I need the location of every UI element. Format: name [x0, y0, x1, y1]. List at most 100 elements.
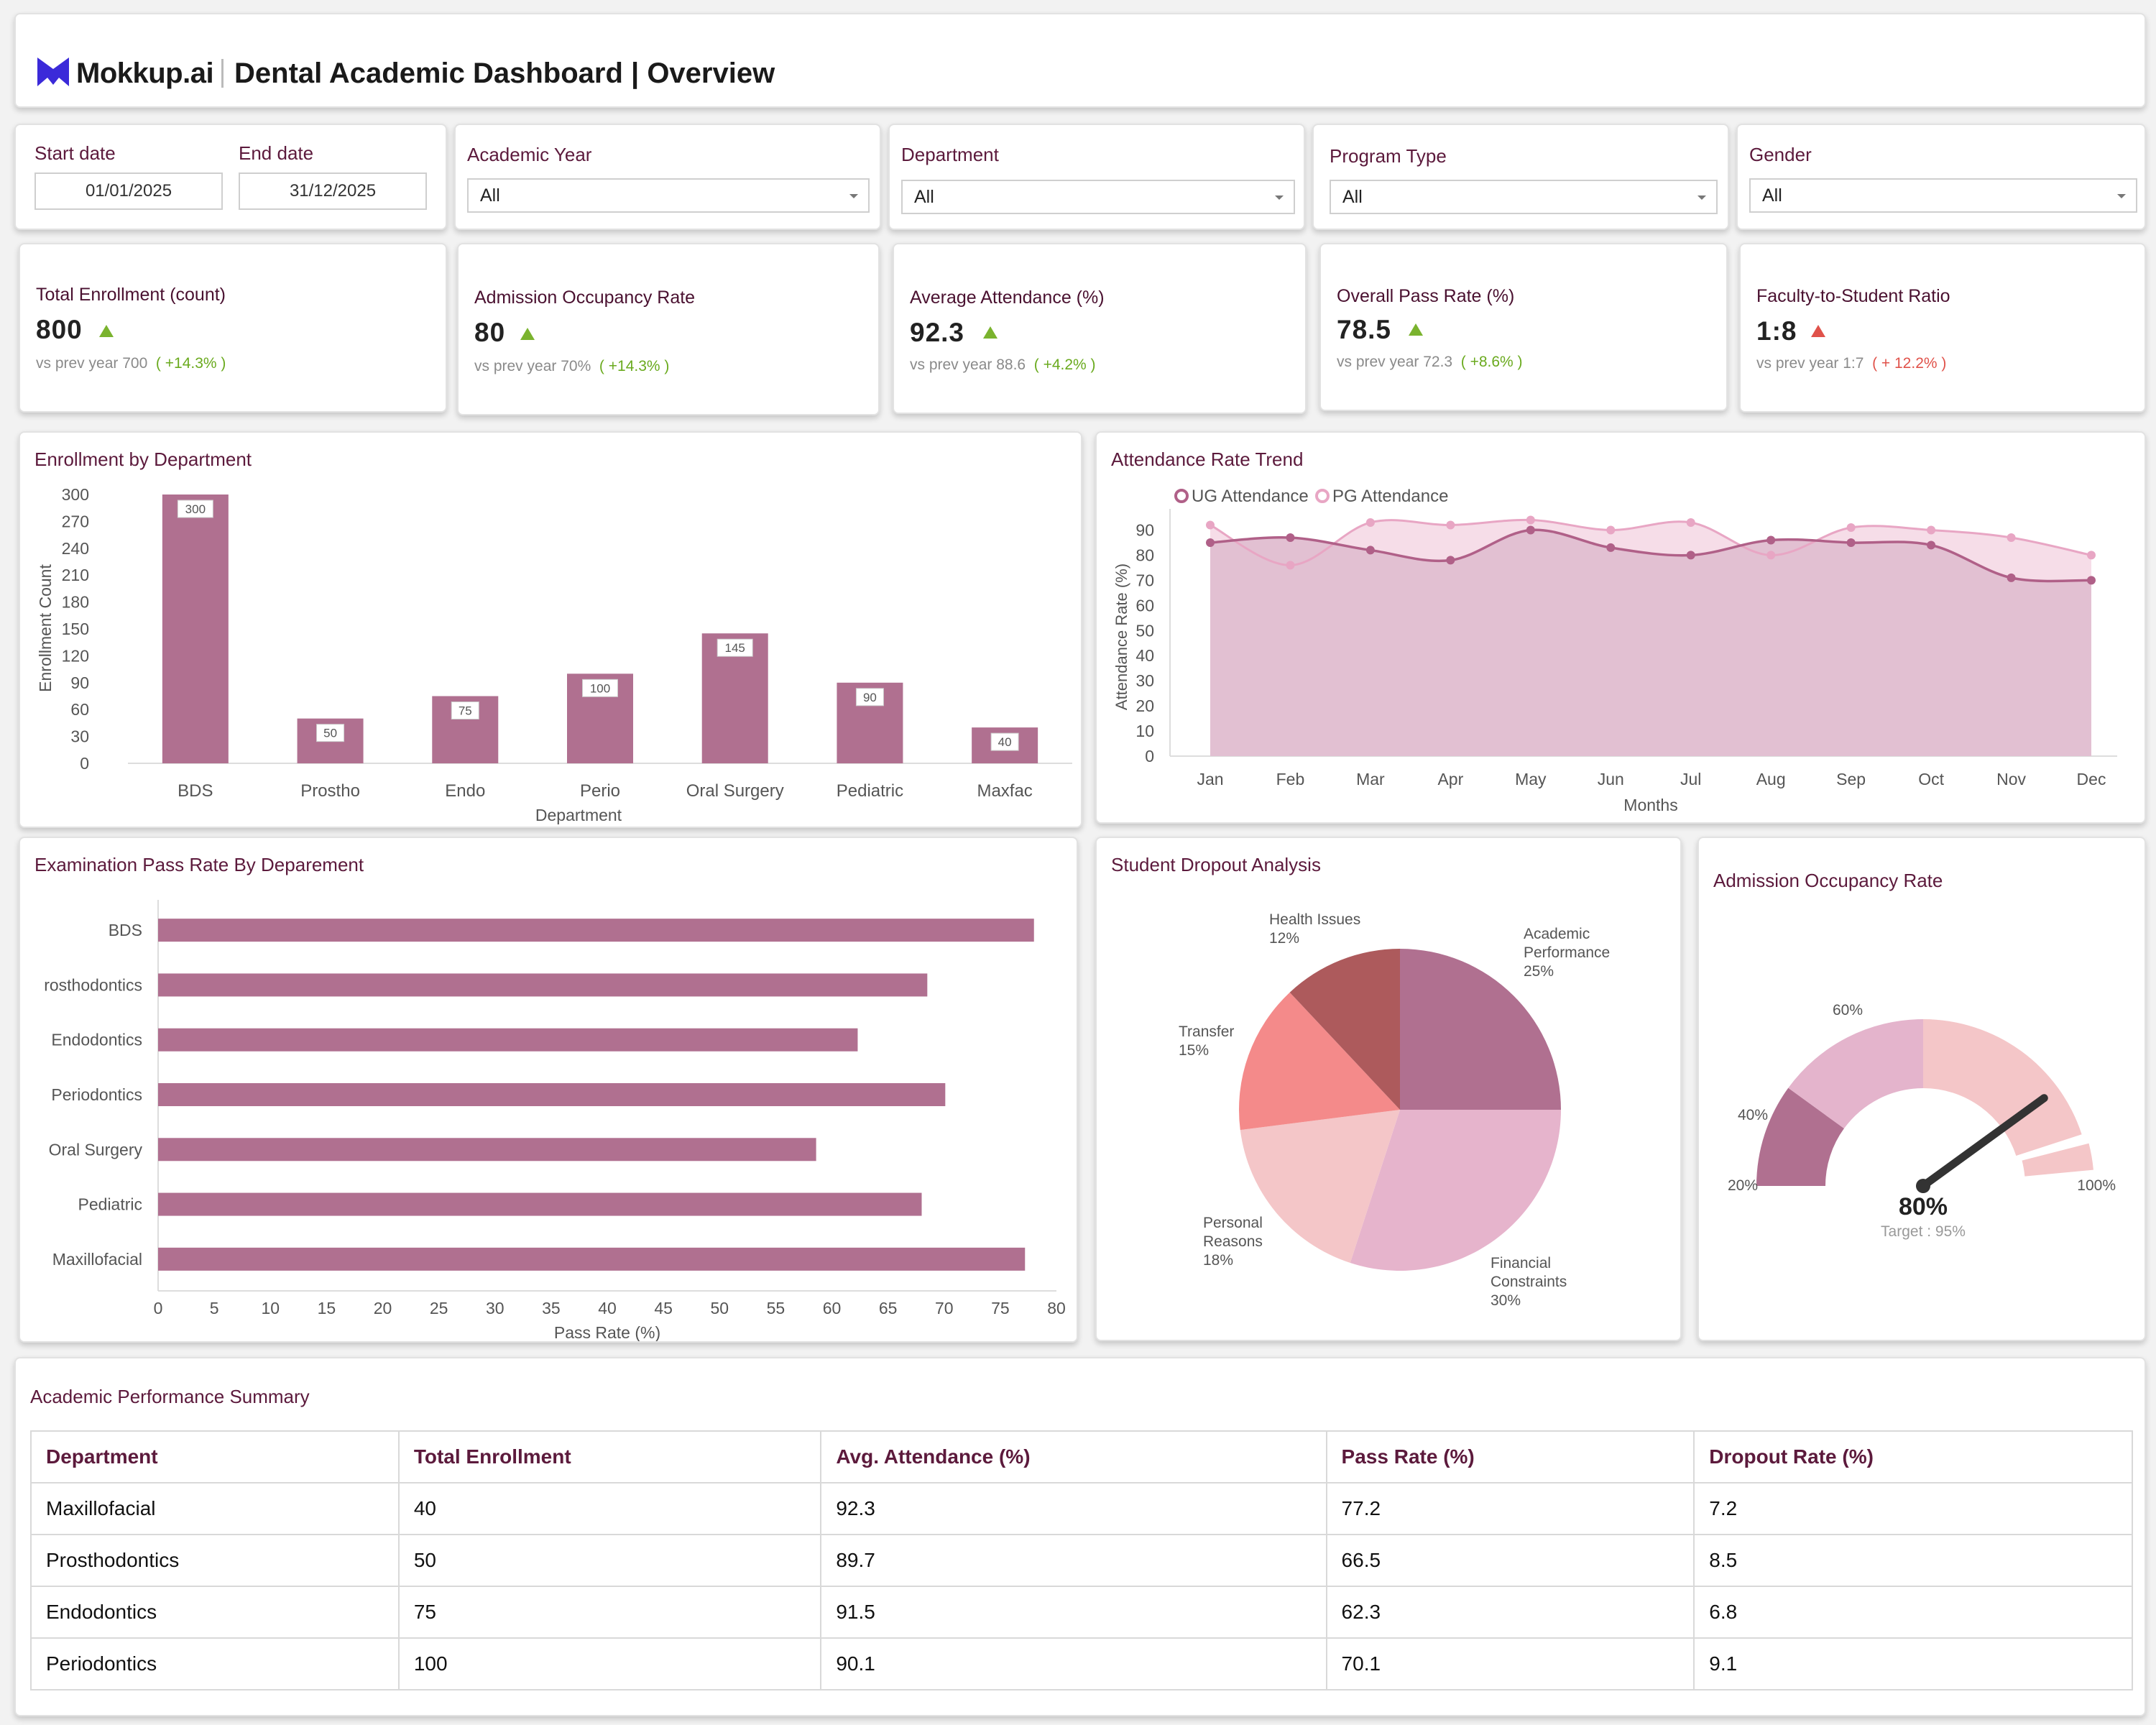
- kpi-prev: vs prev year 70%: [474, 358, 591, 374]
- pg-data-point: [1206, 520, 1215, 530]
- academic-year-label: Academic Year: [467, 144, 592, 165]
- kpi-total-enrollment: Total Enrollment (count) 800 vs prev yea…: [19, 243, 447, 413]
- x-tick-label: BDS: [178, 781, 213, 801]
- chart-title: Attendance Rate Trend: [1111, 448, 1304, 470]
- trend-up-icon: [983, 326, 998, 339]
- kpi-change: ( +8.6% ): [1460, 354, 1523, 370]
- gauge-tick-label: 20%: [1728, 1177, 1758, 1194]
- table-cell: 70.1: [1325, 1637, 1695, 1690]
- department-select[interactable]: All: [901, 180, 1295, 214]
- y-tick-label: 210: [62, 566, 89, 584]
- start-date-input[interactable]: 01/01/2025: [34, 172, 223, 210]
- data-label-bg: [177, 500, 213, 518]
- kpi-change: ( +14.3% ): [599, 358, 670, 374]
- kpi-change: ( + 12.2% ): [1872, 355, 1947, 372]
- y-tick-label: 120: [62, 646, 89, 665]
- gauge-needle: [1919, 1094, 2048, 1190]
- x-tick-label: Feb: [1276, 770, 1305, 788]
- slice-percent-label: 18%: [1203, 1252, 1233, 1269]
- slice-label: Constraints: [1491, 1274, 1567, 1290]
- table-cell: 92.3: [820, 1482, 1327, 1535]
- x-tick-label: Oral Surgery: [686, 781, 784, 801]
- program-type-select[interactable]: All: [1330, 180, 1718, 214]
- kpi-comparison: vs prev year 700 ( +14.3% ): [36, 355, 226, 372]
- gender-select[interactable]: All: [1749, 178, 2137, 213]
- x-tick-label: Jun: [1598, 770, 1624, 788]
- data-label-bg: [451, 702, 479, 719]
- table-cell: Endodontics: [30, 1586, 400, 1639]
- column-header[interactable]: Avg. Attendance (%): [820, 1430, 1327, 1484]
- legend-label-ug: UG Attendance: [1192, 487, 1309, 506]
- summary-table: Department Total Enrollment Avg. Attenda…: [30, 1430, 2133, 1690]
- y-tick-label: Endodontics: [51, 1031, 142, 1049]
- gender-filter: Gender All: [1736, 124, 2146, 230]
- chevron-down-icon: [1275, 196, 1284, 200]
- table-cell: 9.1: [1693, 1637, 2133, 1690]
- column-header[interactable]: Pass Rate (%): [1325, 1430, 1695, 1484]
- column-header[interactable]: Total Enrollment: [397, 1430, 822, 1484]
- bar: [158, 1192, 922, 1216]
- table-row: Periodontics 100 90.1 70.1 9.1: [30, 1637, 2133, 1690]
- bar: [158, 1028, 858, 1052]
- slice-percent-label: 12%: [1269, 930, 1299, 947]
- pie-slice: [1240, 1110, 1400, 1264]
- data-label: 145: [725, 641, 745, 655]
- end-date-input[interactable]: 31/12/2025: [239, 172, 427, 210]
- enrollment-chart-card: Enrollment by Department 0 30 60 90 120 150 18…: [19, 431, 1082, 828]
- pie-slice: [1350, 1110, 1561, 1271]
- column-header[interactable]: Department: [30, 1430, 400, 1484]
- y-tick-label: 300: [62, 485, 89, 504]
- kpi-value: 78.5: [1337, 315, 1392, 344]
- y-tick-label: 180: [62, 593, 89, 612]
- table-cell: 8.5: [1693, 1534, 2133, 1587]
- occupancy-gauge-card: Admission Occupancy Rate 80% Target : 95%…: [1697, 837, 2146, 1341]
- x-tick-label: Endo: [445, 781, 485, 801]
- table-row: Maxillofacial 40 92.3 77.2 7.2: [30, 1482, 2133, 1535]
- data-label-bg: [855, 688, 884, 707]
- mokkup-logo-icon: [37, 58, 69, 86]
- y-axis-title: Attendance Rate (%): [1112, 564, 1130, 710]
- department-value: All: [914, 187, 934, 207]
- table-cell: 91.5: [820, 1586, 1327, 1639]
- date-range-filter: Start date 01/01/2025 End date 31/12/202…: [14, 124, 447, 230]
- ug-data-point: [1206, 538, 1215, 547]
- academic-year-select[interactable]: All: [467, 178, 870, 213]
- y-tick-label: 20: [1135, 696, 1154, 715]
- y-tick-label: 60: [1135, 596, 1154, 615]
- gauge-band-target: [2022, 1143, 2093, 1177]
- table-cell: Prosthodontics: [30, 1534, 400, 1587]
- table-row: Endodontics 75 91.5 62.3 6.8: [30, 1586, 2133, 1639]
- bar: [158, 973, 928, 997]
- pg-data-point: [1686, 518, 1695, 527]
- x-tick-label: 80: [1047, 1299, 1066, 1317]
- pg-data-point: [1365, 518, 1375, 527]
- table-cell: Periodontics: [30, 1637, 400, 1690]
- dropout-pie-chart: Academic Performance 25% Financial Constrain…: [1179, 911, 1610, 1309]
- slice-label: Financial: [1491, 1255, 1551, 1271]
- slice-label: Academic: [1524, 926, 1590, 942]
- x-tick-label: Aug: [1756, 770, 1786, 788]
- y-tick-label: Oral Surgery: [49, 1140, 143, 1159]
- table-title: Academic Performance Summary: [30, 1386, 310, 1407]
- kpi-prev: vs prev year 72.3: [1337, 354, 1453, 370]
- table-cell: 6.8: [1693, 1586, 2133, 1639]
- gauge-band-high: [1923, 1019, 2082, 1156]
- pie-slice: [1289, 949, 1400, 1110]
- bar: [158, 919, 1034, 942]
- kpi-prev: vs prev year 700: [36, 355, 148, 372]
- ug-data-point: [2007, 573, 2016, 582]
- kpi-prev: vs prev year 88.6: [910, 356, 1026, 373]
- x-tick-label: 30: [486, 1299, 505, 1317]
- kpi-faculty-student-ratio: Faculty-to-Student Ratio 1:8 vs prev yea…: [1739, 243, 2146, 413]
- slice-label: Performance: [1524, 944, 1610, 961]
- table-cell: 50: [397, 1534, 822, 1587]
- table-cell: 66.5: [1325, 1534, 1695, 1587]
- x-tick-label: 75: [991, 1299, 1010, 1317]
- legend-marker-ug: [1174, 489, 1189, 503]
- slice-percent-label: 30%: [1491, 1292, 1521, 1309]
- column-header[interactable]: Dropout Rate (%): [1693, 1430, 2133, 1484]
- y-tick-label: 90: [1135, 520, 1154, 539]
- y-tick-label: rosthodontics: [44, 975, 142, 994]
- slice-label: Transfer: [1179, 1024, 1234, 1040]
- dropout-chart-card: Student Dropout Analysis Academic Perform…: [1095, 837, 1682, 1341]
